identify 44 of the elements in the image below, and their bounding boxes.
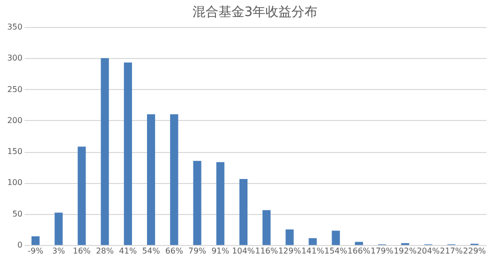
y-tick-label: 350 — [7, 22, 22, 32]
bar — [308, 238, 317, 245]
x-tick-label: 3% — [52, 246, 66, 256]
x-tick-label: 54% — [142, 246, 160, 256]
x-tick-label: 141% — [301, 246, 325, 256]
x-tick-label: -9% — [28, 246, 44, 256]
bar — [286, 229, 294, 245]
bar — [54, 212, 63, 245]
bar — [170, 114, 178, 245]
x-tick-label: 217% — [440, 246, 464, 256]
x-tick-label: 79% — [188, 246, 207, 256]
x-tick-label: 16% — [72, 246, 92, 256]
x-tick-label: 28% — [96, 246, 114, 256]
bar — [193, 160, 202, 245]
y-tick-label: 100 — [7, 178, 22, 188]
x-tick-label: 192% — [394, 246, 417, 256]
x-tick-label: 204% — [416, 246, 440, 256]
x-tick-label: 166% — [348, 246, 371, 256]
bar — [332, 230, 340, 245]
x-tick-label: 104% — [232, 246, 256, 256]
bar — [262, 210, 271, 245]
x-tick-label: 179% — [370, 246, 394, 256]
bar — [100, 58, 109, 245]
bar — [78, 146, 86, 245]
bar — [147, 114, 156, 245]
y-tick-label: 200 — [7, 116, 22, 125]
y-tick-label: 150 — [7, 147, 22, 156]
bar — [32, 236, 40, 245]
x-tick-label: 116% — [255, 246, 278, 256]
x-tick-label: 129% — [278, 246, 302, 256]
y-tick-label: 50 — [12, 209, 22, 218]
y-tick-label: 250 — [7, 84, 22, 94]
x-tick-label: 66% — [165, 246, 184, 256]
bar — [354, 242, 363, 245]
x-tick-label: 154% — [324, 246, 348, 256]
bar — [216, 162, 224, 245]
y-tick-label: 300 — [7, 54, 22, 63]
chart-title: 混合基金3年收益分布 — [192, 5, 318, 20]
x-tick-label: 229% — [463, 246, 486, 256]
bar — [239, 178, 248, 245]
x-tick-label: 41% — [119, 246, 138, 256]
bar — [124, 62, 132, 245]
x-tick-label: 91% — [211, 246, 230, 256]
y-tick-label: 0 — [17, 240, 22, 250]
